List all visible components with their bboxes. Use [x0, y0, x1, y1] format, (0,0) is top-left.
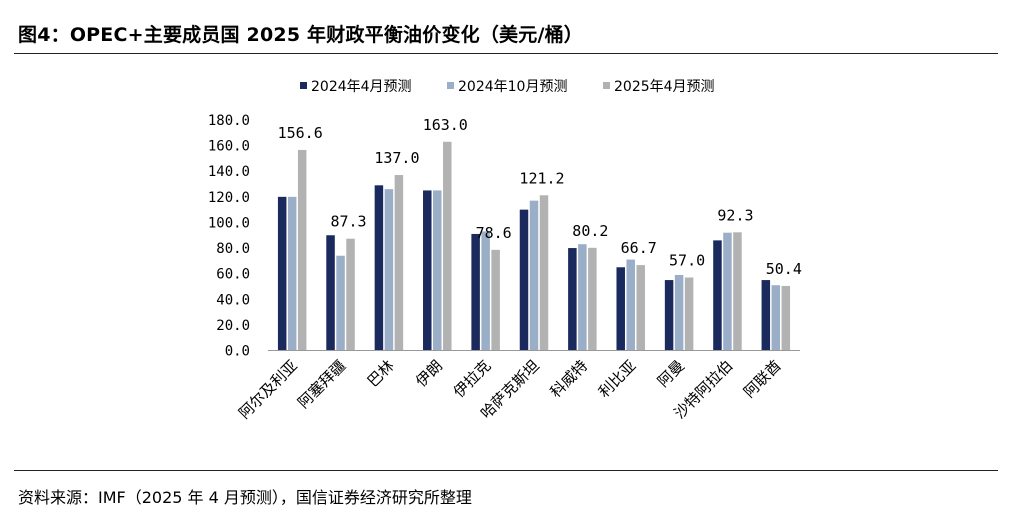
- bar-1: [326, 235, 335, 351]
- legend-swatch: [447, 82, 454, 89]
- y-tick-label: 20.0: [216, 318, 250, 334]
- data-label: 121.2: [519, 169, 564, 187]
- bar-1: [616, 267, 625, 351]
- bar-3: [539, 195, 549, 351]
- legend-swatch: [300, 82, 307, 89]
- data-label: 92.3: [717, 206, 753, 224]
- legend-label: 2024年10月预测: [458, 79, 567, 95]
- x-category-label: 利比亚: [595, 357, 640, 402]
- bar-2: [287, 196, 297, 351]
- y-tick-label: 120.0: [208, 190, 250, 206]
- y-tick-label: 80.0: [216, 241, 250, 257]
- legend-item: 2024年4月预测: [300, 79, 412, 95]
- bar-3: [636, 265, 645, 351]
- bars: [277, 141, 791, 351]
- bar-3: [781, 285, 791, 351]
- bar-1: [664, 280, 674, 351]
- y-tick-label: 160.0: [208, 139, 250, 155]
- figure-title: 图4：OPEC+主要成员国 2025 年财政平衡油价变化（美元/桶）: [18, 24, 583, 46]
- legend-item: 2024年10月预测: [447, 79, 567, 95]
- bar-2: [384, 189, 394, 351]
- legend-label: 2024年4月预测: [311, 79, 412, 95]
- data-label: 78.6: [476, 224, 512, 242]
- bar-1: [713, 240, 722, 351]
- data-label: 57.0: [669, 252, 705, 270]
- y-tick-label: 0.0: [225, 344, 250, 360]
- data-label: 80.2: [572, 222, 608, 240]
- legend-swatch: [603, 82, 610, 89]
- source-note: 资料来源：IMF（2025 年 4 月预测），国信证券经济研究所整理: [18, 488, 472, 507]
- x-category-label: 阿曼: [654, 357, 688, 391]
- footer-divider: [14, 470, 998, 471]
- bar-2: [578, 244, 587, 351]
- bar-3: [394, 175, 404, 351]
- data-label: 50.4: [766, 260, 802, 278]
- bar-2: [674, 274, 684, 351]
- bar-1: [568, 248, 577, 351]
- data-label: 137.0: [374, 149, 419, 167]
- bar-3: [346, 238, 355, 351]
- data-label: 87.3: [330, 213, 366, 231]
- bar-1: [423, 190, 432, 351]
- x-category-label: 巴林: [364, 357, 398, 391]
- bar-2: [481, 231, 490, 351]
- y-tick-label: 40.0: [216, 292, 250, 308]
- bar-3: [733, 232, 742, 351]
- x-category-label: 阿尔及利亚: [235, 357, 301, 423]
- y-axis: 0.0 20.0 40.0 60.0 80.0 100.0 120.0 140.0 160.0 1…: [208, 113, 250, 360]
- x-category-label: 阿塞拜疆: [294, 357, 349, 412]
- bar-2: [626, 259, 635, 351]
- chart-legend: 2024年4月预测 2024年10月预测 2025年4月预测: [300, 79, 715, 95]
- data-label: 66.7: [621, 239, 657, 257]
- data-label: 156.6: [278, 124, 323, 142]
- bar-1: [519, 209, 529, 351]
- data-label: 163.0: [423, 116, 468, 134]
- bar-2: [771, 285, 781, 351]
- y-tick-label: 60.0: [216, 267, 250, 283]
- bar-2: [336, 255, 345, 351]
- bar-1: [374, 185, 384, 351]
- bar-3: [443, 141, 452, 351]
- y-tick-label: 180.0: [208, 113, 250, 129]
- bar-2: [529, 200, 539, 351]
- y-tick-label: 100.0: [208, 215, 250, 231]
- x-category-label: 伊拉克: [450, 357, 495, 402]
- legend-item: 2025年4月预测: [603, 79, 715, 95]
- bar-3: [684, 277, 694, 351]
- bar-1: [471, 233, 480, 351]
- bar-1: [761, 280, 771, 351]
- x-category-label: 阿联酋: [740, 357, 785, 402]
- bar-2: [723, 232, 732, 351]
- bar-3: [297, 149, 307, 351]
- x-category-label: 科威特: [547, 357, 592, 402]
- bar-2: [433, 190, 442, 351]
- x-category-label: 伊朗: [412, 357, 446, 391]
- legend-label: 2025年4月预测: [614, 79, 715, 95]
- bar-3: [491, 249, 500, 351]
- bar-3: [588, 247, 597, 351]
- title-divider: [14, 53, 998, 54]
- y-tick-label: 140.0: [208, 164, 250, 180]
- bar-1: [277, 196, 287, 351]
